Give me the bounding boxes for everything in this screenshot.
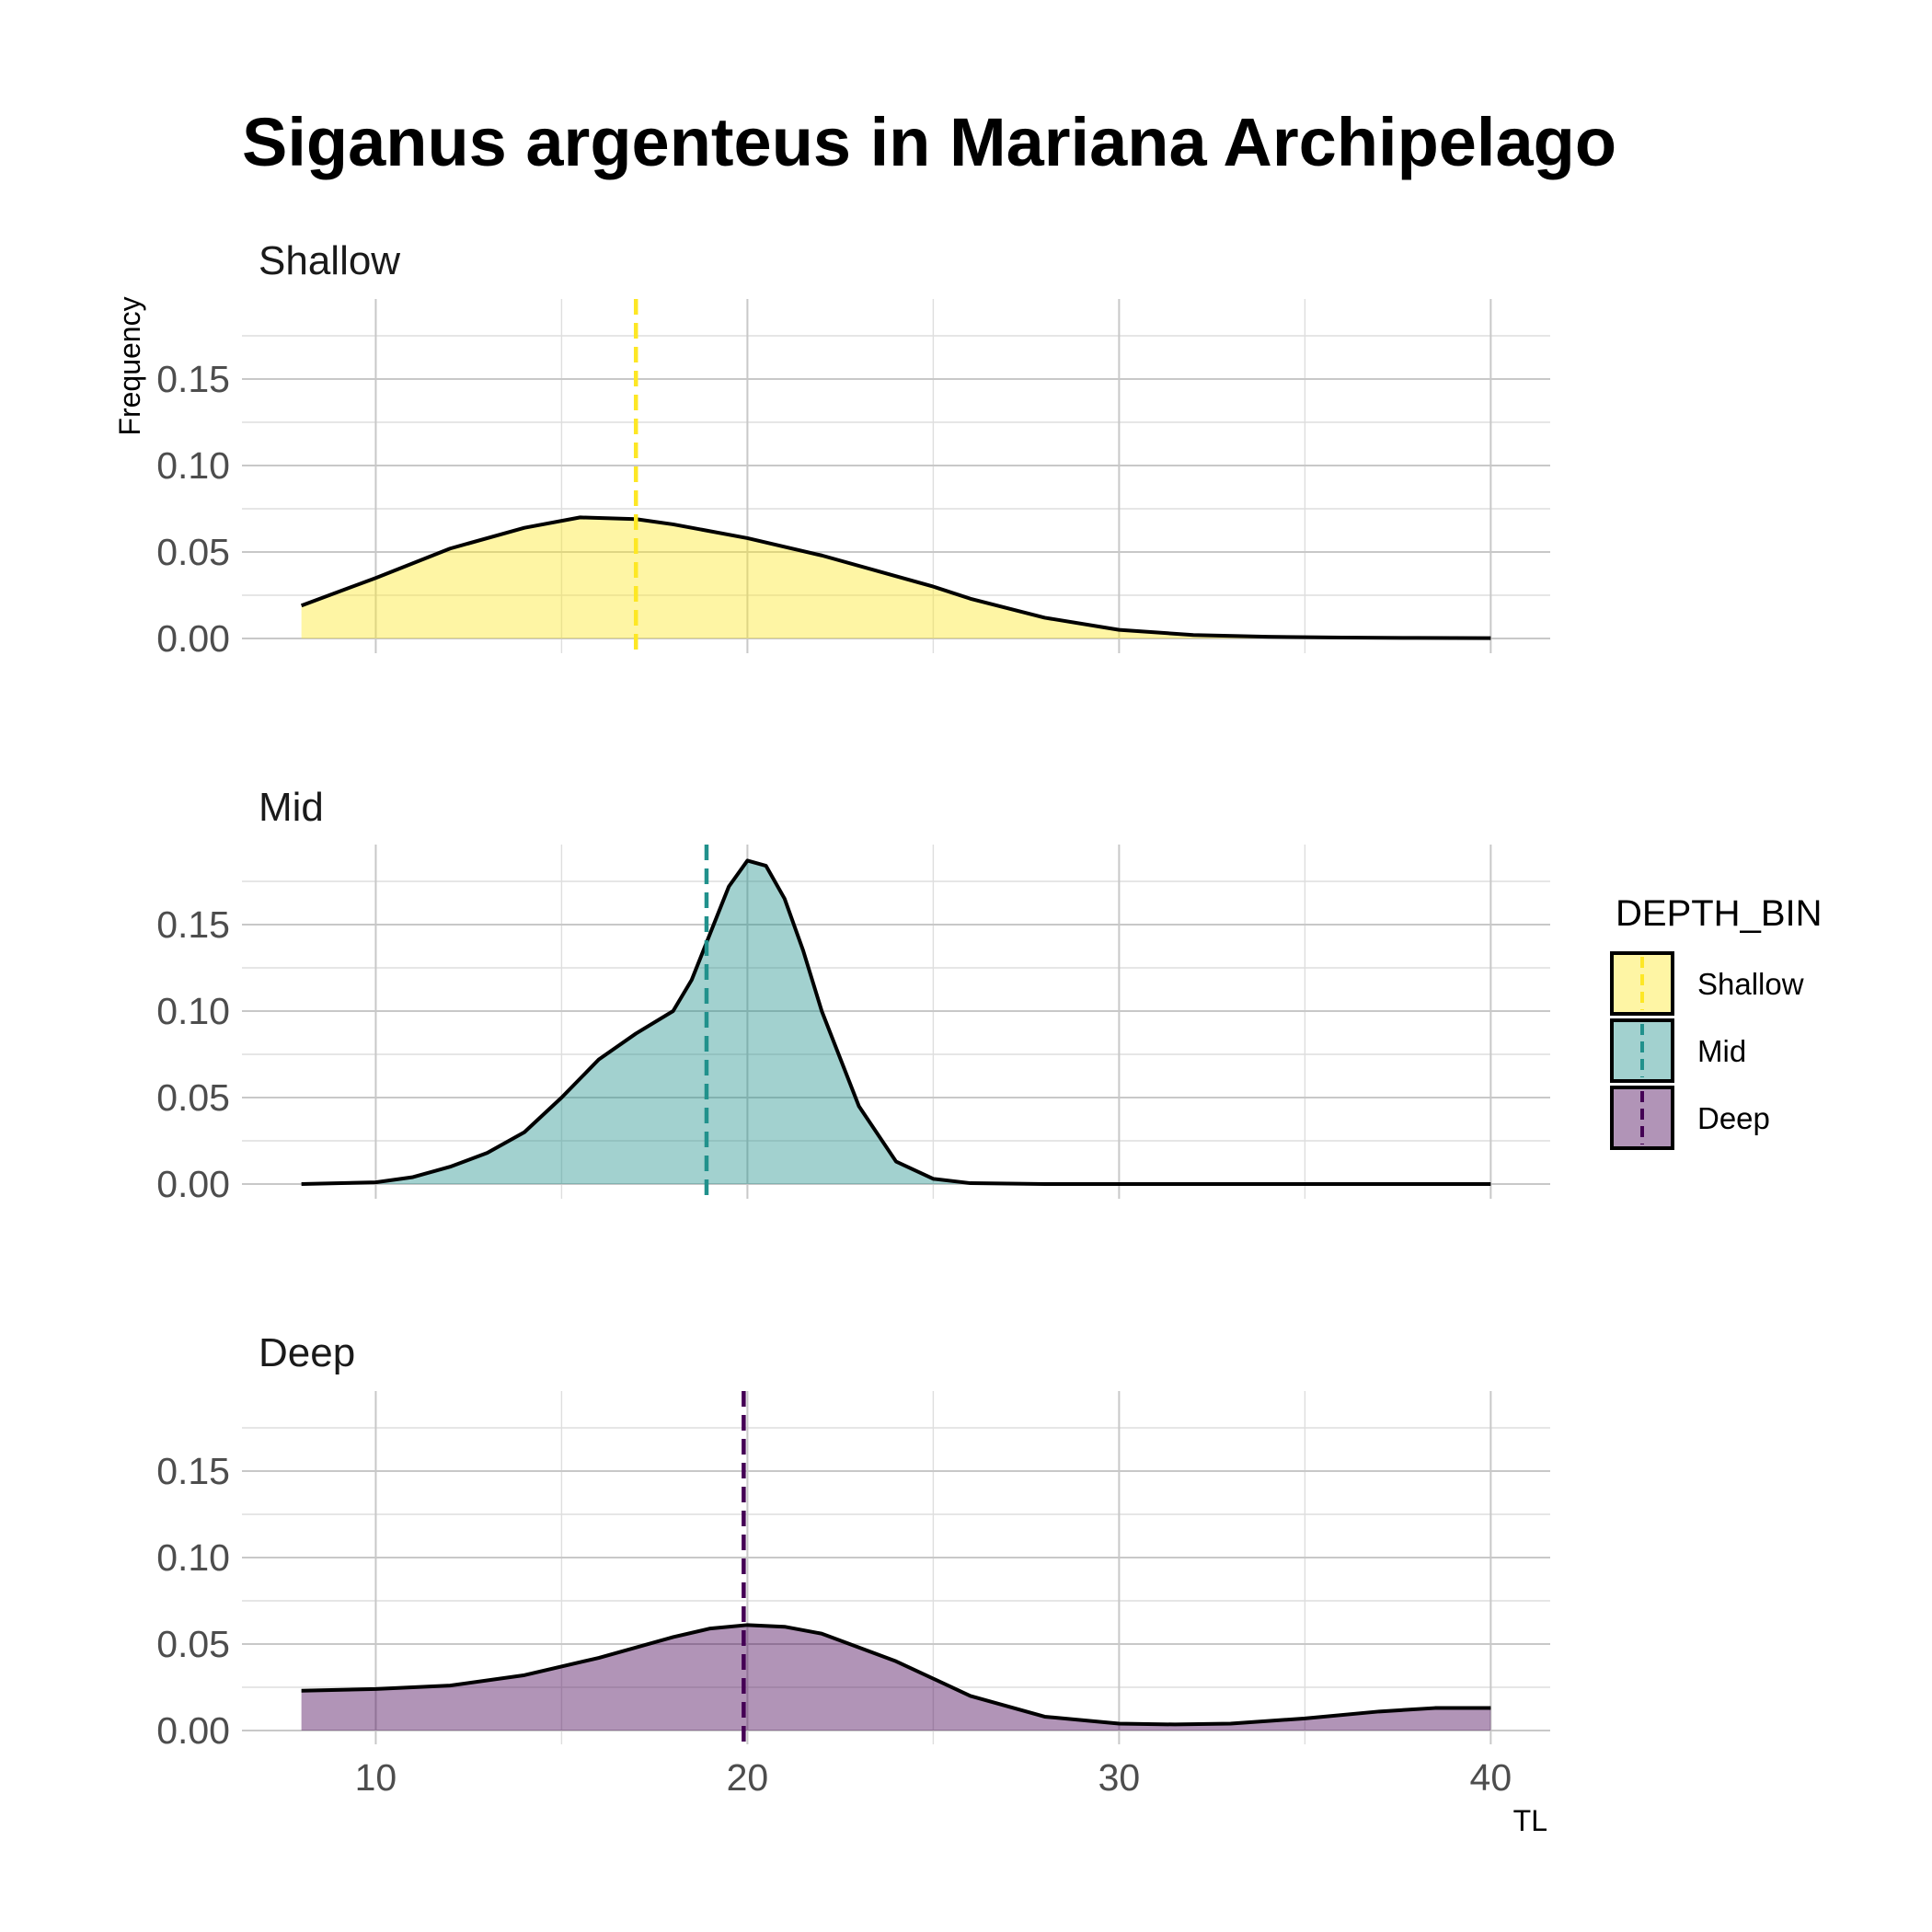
legend-item-mid: Mid bbox=[1610, 1018, 1746, 1083]
x-axis-title: TL bbox=[1513, 1804, 1547, 1837]
legend-label-shallow: Shallow bbox=[1697, 967, 1804, 1001]
y-tick-label: 0.00 bbox=[156, 617, 230, 660]
y-tick-label: 0.05 bbox=[156, 1623, 230, 1665]
legend-label-mid: Mid bbox=[1697, 1034, 1746, 1068]
x-tick-label: 30 bbox=[1098, 1756, 1141, 1799]
density-line-deep bbox=[301, 1623, 1491, 1727]
legend-title: DEPTH_BIN bbox=[1616, 893, 1823, 934]
chart-title: Siganus argenteus in Mariana Archipelago bbox=[242, 104, 1616, 180]
y-axis-title: Frequency bbox=[113, 296, 146, 435]
y-tick-label: 0.15 bbox=[156, 358, 230, 400]
facet-mid: Mid 0.00 0.05 0.10 0.15 bbox=[156, 785, 1550, 1205]
gridlines bbox=[242, 1391, 1550, 1744]
gridlines bbox=[242, 299, 1550, 653]
density-line-mid bbox=[301, 858, 1491, 1186]
y-tick-label: 0.00 bbox=[156, 1163, 230, 1205]
y-tick-label: 0.15 bbox=[156, 1450, 230, 1492]
density-line-shallow bbox=[300, 515, 1491, 640]
y-tick-label: 0.00 bbox=[156, 1709, 230, 1752]
legend-item-shallow: Shallow bbox=[1610, 951, 1804, 1016]
x-tick-label: 20 bbox=[727, 1756, 769, 1799]
y-tick-label: 0.05 bbox=[156, 531, 230, 573]
facet-panels: Shallow 0.00 0.05 0.10 0.15 Mid 0.00 0.05 0.10 0.… bbox=[156, 238, 1550, 1799]
facet-label-mid: Mid bbox=[259, 785, 324, 830]
y-tick-label: 0.10 bbox=[156, 1536, 230, 1579]
facet-deep: Deep 0.00 0.05 0.10 0.15 10 20 30 40 bbox=[156, 1330, 1550, 1799]
y-tick-label: 0.10 bbox=[156, 990, 230, 1032]
legend-label-deep: Deep bbox=[1697, 1101, 1770, 1135]
facet-shallow: Shallow 0.00 0.05 0.10 0.15 bbox=[156, 238, 1550, 660]
y-tick-label: 0.05 bbox=[156, 1076, 230, 1119]
y-tick-label: 0.15 bbox=[156, 903, 230, 946]
x-tick-label: 40 bbox=[1470, 1756, 1512, 1799]
legend: DEPTH_BIN Shallow Mid Deep bbox=[1610, 893, 1823, 1150]
y-tick-label: 0.10 bbox=[156, 444, 230, 487]
facet-label-shallow: Shallow bbox=[259, 238, 400, 283]
facet-label-deep: Deep bbox=[259, 1330, 355, 1375]
x-tick-label: 10 bbox=[355, 1756, 397, 1799]
density-area-deep bbox=[301, 1625, 1491, 1731]
legend-item-deep: Deep bbox=[1610, 1086, 1770, 1150]
density-area-mid bbox=[301, 860, 1491, 1184]
gridlines bbox=[242, 845, 1550, 1199]
